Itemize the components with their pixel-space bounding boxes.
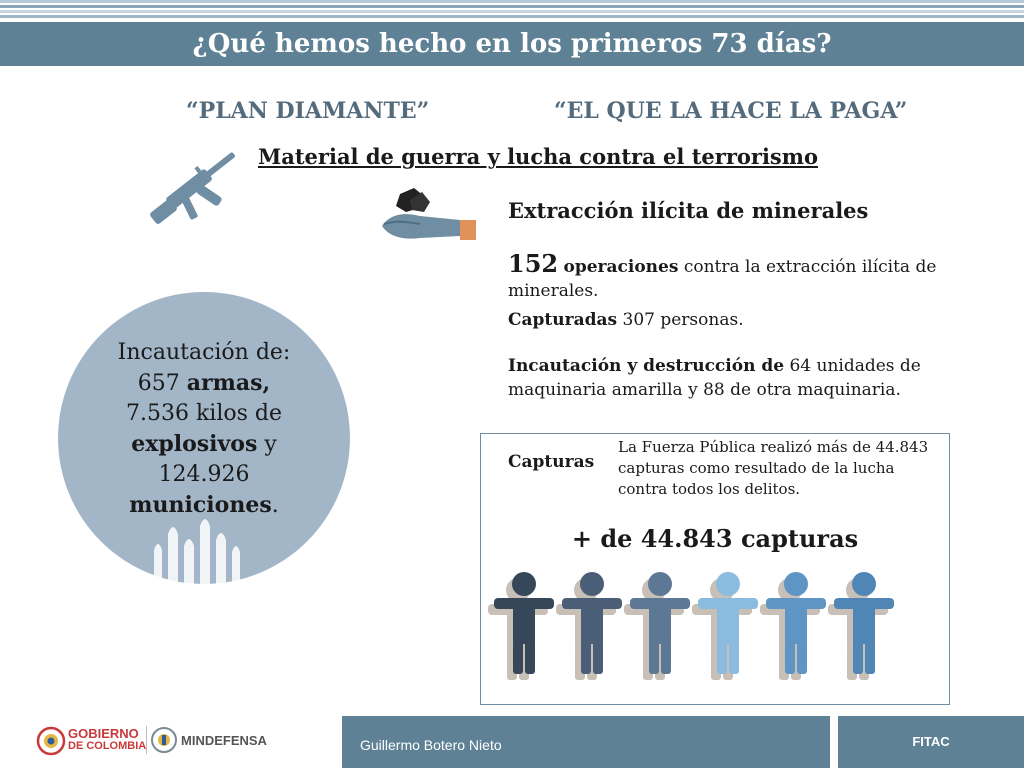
person-icon: [760, 572, 826, 680]
section-title: Material de guerra y lucha contra el ter…: [258, 144, 818, 169]
seizure-text: Incautación de: 657 armas, 7.536 kilos d…: [70, 338, 338, 521]
captured-text: 307 personas.: [622, 310, 744, 330]
captures-label: Capturas: [508, 452, 595, 472]
rifle-icon: [150, 152, 235, 224]
person-icon: [692, 572, 758, 680]
gobierno-logo-text: GOBIERNO DE COLOMBIA: [68, 726, 147, 752]
footer-author-bar: Guillermo Botero Nieto: [342, 716, 830, 768]
page-title: ¿Qué hemos hecho en los primeros 73 días…: [0, 22, 1024, 66]
operations-label: operaciones: [563, 257, 679, 277]
operations-paragraph: 152 operaciones contra la extracción ilí…: [508, 252, 958, 303]
explosives-prefix: 7.536 kilos de: [125, 401, 282, 426]
person-icon: [828, 572, 894, 680]
author-name: Guillermo Botero Nieto: [360, 737, 502, 753]
logo-divider: [146, 726, 147, 754]
person-icon: [556, 572, 622, 680]
captures-description: La Fuerza Pública realizó más de 44.843 …: [618, 438, 929, 498]
captures-total: + de 44.843 capturas: [571, 524, 859, 553]
mindefensa-shield-icon: [151, 727, 177, 753]
bullets-icon: [154, 519, 240, 586]
mindefensa-logo-text: MINDEFENSA: [181, 733, 267, 748]
seizure-line1: Incautación de:: [117, 340, 291, 365]
captured-paragraph: Capturadas 307 personas.: [508, 308, 958, 332]
person-icon: [488, 572, 554, 680]
operations-count: 152: [508, 249, 559, 278]
header-stripes: [0, 0, 1024, 22]
destruction-text: 64 unidades de maquinaria amarilla y 88 …: [508, 356, 921, 400]
operations-text: contra la extracción ilícita de minerale…: [508, 257, 937, 301]
explosives-label: explosivos: [131, 431, 258, 457]
captured-label: Capturadas: [508, 310, 618, 330]
minerals-title: Extracción ilícita de minerales: [508, 198, 869, 223]
hand-with-mineral-icon: [382, 188, 476, 240]
footer-tag: FITAC: [838, 716, 1024, 768]
weapons-count: 657: [137, 371, 180, 396]
plan-la-paga-label: “EL QUE LA HACE LA PAGA”: [554, 98, 908, 124]
plan-diamante-label: “PLAN DIAMANTE”: [186, 98, 430, 124]
munitions-label: municiones: [129, 492, 272, 518]
explosives-suffix: y: [264, 432, 277, 457]
weapons-label: armas,: [186, 370, 271, 396]
person-icon: [624, 572, 690, 680]
destruction-paragraph: Incautación y destrucción de 64 unidades…: [508, 354, 948, 402]
colombia-shield-icon: [36, 726, 66, 756]
munitions-suffix: .: [271, 493, 279, 518]
munitions-count: 124.926: [158, 462, 250, 487]
people-icon-row: [488, 572, 894, 680]
destruction-label: Incautación y destrucción de: [508, 356, 785, 376]
